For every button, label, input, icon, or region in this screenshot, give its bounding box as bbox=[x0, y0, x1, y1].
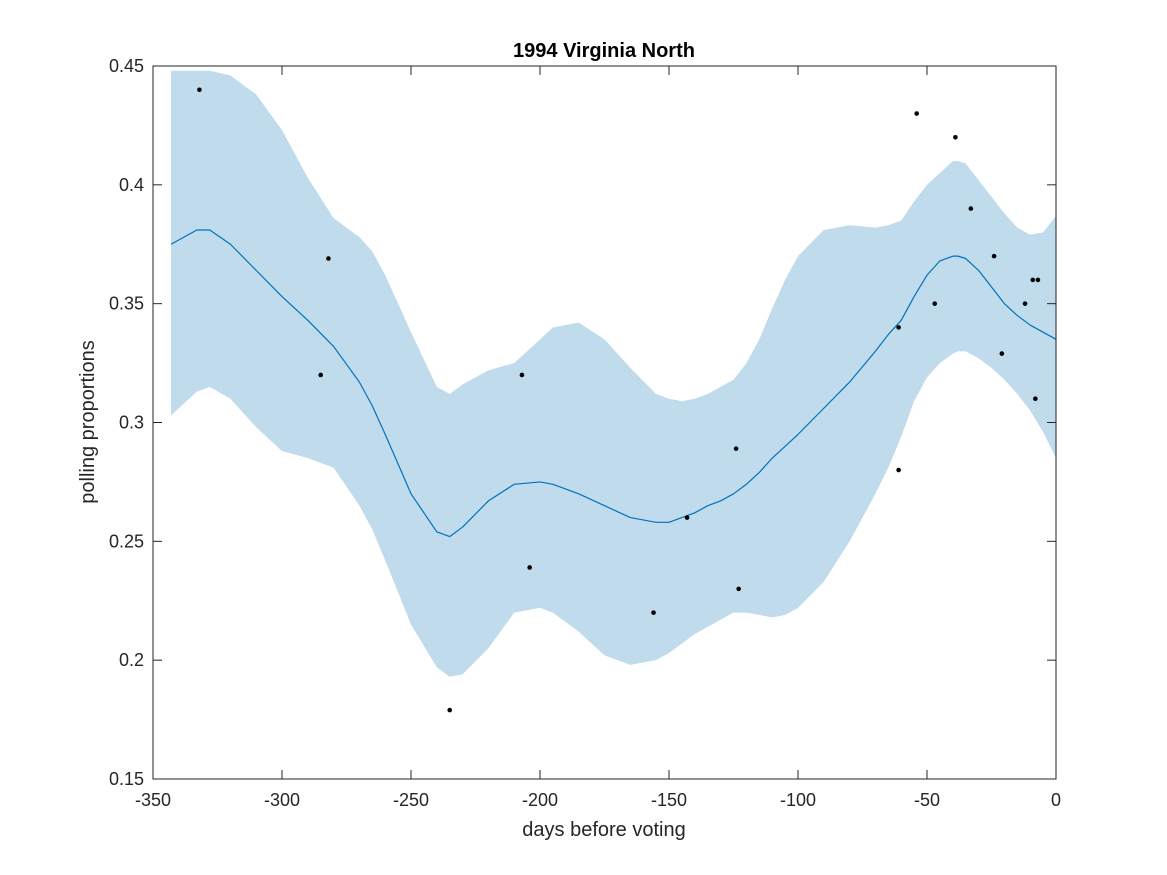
y-tick-label: 0.45 bbox=[109, 56, 144, 76]
y-tick-label: 0.15 bbox=[109, 769, 144, 789]
data-point bbox=[1033, 396, 1038, 402]
confidence-band bbox=[171, 70, 1056, 677]
data-point bbox=[733, 446, 739, 451]
x-tick-label: -200 bbox=[522, 790, 558, 810]
data-points-layer bbox=[197, 87, 1041, 713]
y-tick-label: 0.4 bbox=[119, 175, 144, 195]
y-tick-label: 0.2 bbox=[119, 650, 144, 670]
x-axis-title: days before voting bbox=[522, 819, 685, 841]
mean-line bbox=[170, 229, 1057, 538]
data-point bbox=[896, 325, 901, 330]
data-point bbox=[736, 586, 741, 592]
mean-line-layer bbox=[170, 229, 1057, 538]
data-point bbox=[447, 707, 453, 713]
data-point bbox=[953, 135, 958, 140]
x-tick-label: 0 bbox=[1051, 790, 1061, 810]
x-tick-label: -100 bbox=[780, 790, 816, 810]
x-tick-label: -250 bbox=[393, 790, 429, 810]
data-point bbox=[326, 256, 331, 261]
data-point bbox=[896, 467, 901, 473]
y-tick-label: 0.3 bbox=[119, 413, 144, 433]
data-point bbox=[914, 111, 919, 116]
data-point bbox=[651, 610, 656, 615]
x-axis: -350 -300 -250 -200 -150 -100 -50 0 bbox=[135, 66, 1061, 810]
y-axis: 0.15 0.2 0.25 0.3 0.35 0.4 0.45 bbox=[109, 56, 1056, 789]
data-point bbox=[197, 87, 202, 93]
chart-title: 1994 Virginia North bbox=[513, 40, 695, 62]
data-point bbox=[684, 515, 690, 520]
confidence-band-layer bbox=[171, 70, 1056, 677]
data-point bbox=[1022, 301, 1028, 306]
y-tick-label: 0.35 bbox=[109, 294, 144, 314]
data-point bbox=[527, 565, 532, 570]
data-point bbox=[1035, 277, 1041, 283]
data-point bbox=[318, 372, 324, 378]
data-point bbox=[999, 351, 1005, 356]
plot-area bbox=[152, 65, 1057, 780]
data-point bbox=[968, 206, 974, 211]
data-point bbox=[932, 301, 938, 306]
x-tick-label: -300 bbox=[264, 790, 300, 810]
y-axis-title: polling proportions bbox=[77, 340, 99, 503]
data-point bbox=[1030, 277, 1036, 283]
y-tick-label: 0.25 bbox=[109, 531, 144, 551]
data-point bbox=[519, 372, 525, 378]
data-point bbox=[991, 253, 997, 259]
x-tick-label: -350 bbox=[135, 790, 171, 810]
x-tick-label: -150 bbox=[651, 790, 687, 810]
x-tick-label: -50 bbox=[914, 790, 940, 810]
